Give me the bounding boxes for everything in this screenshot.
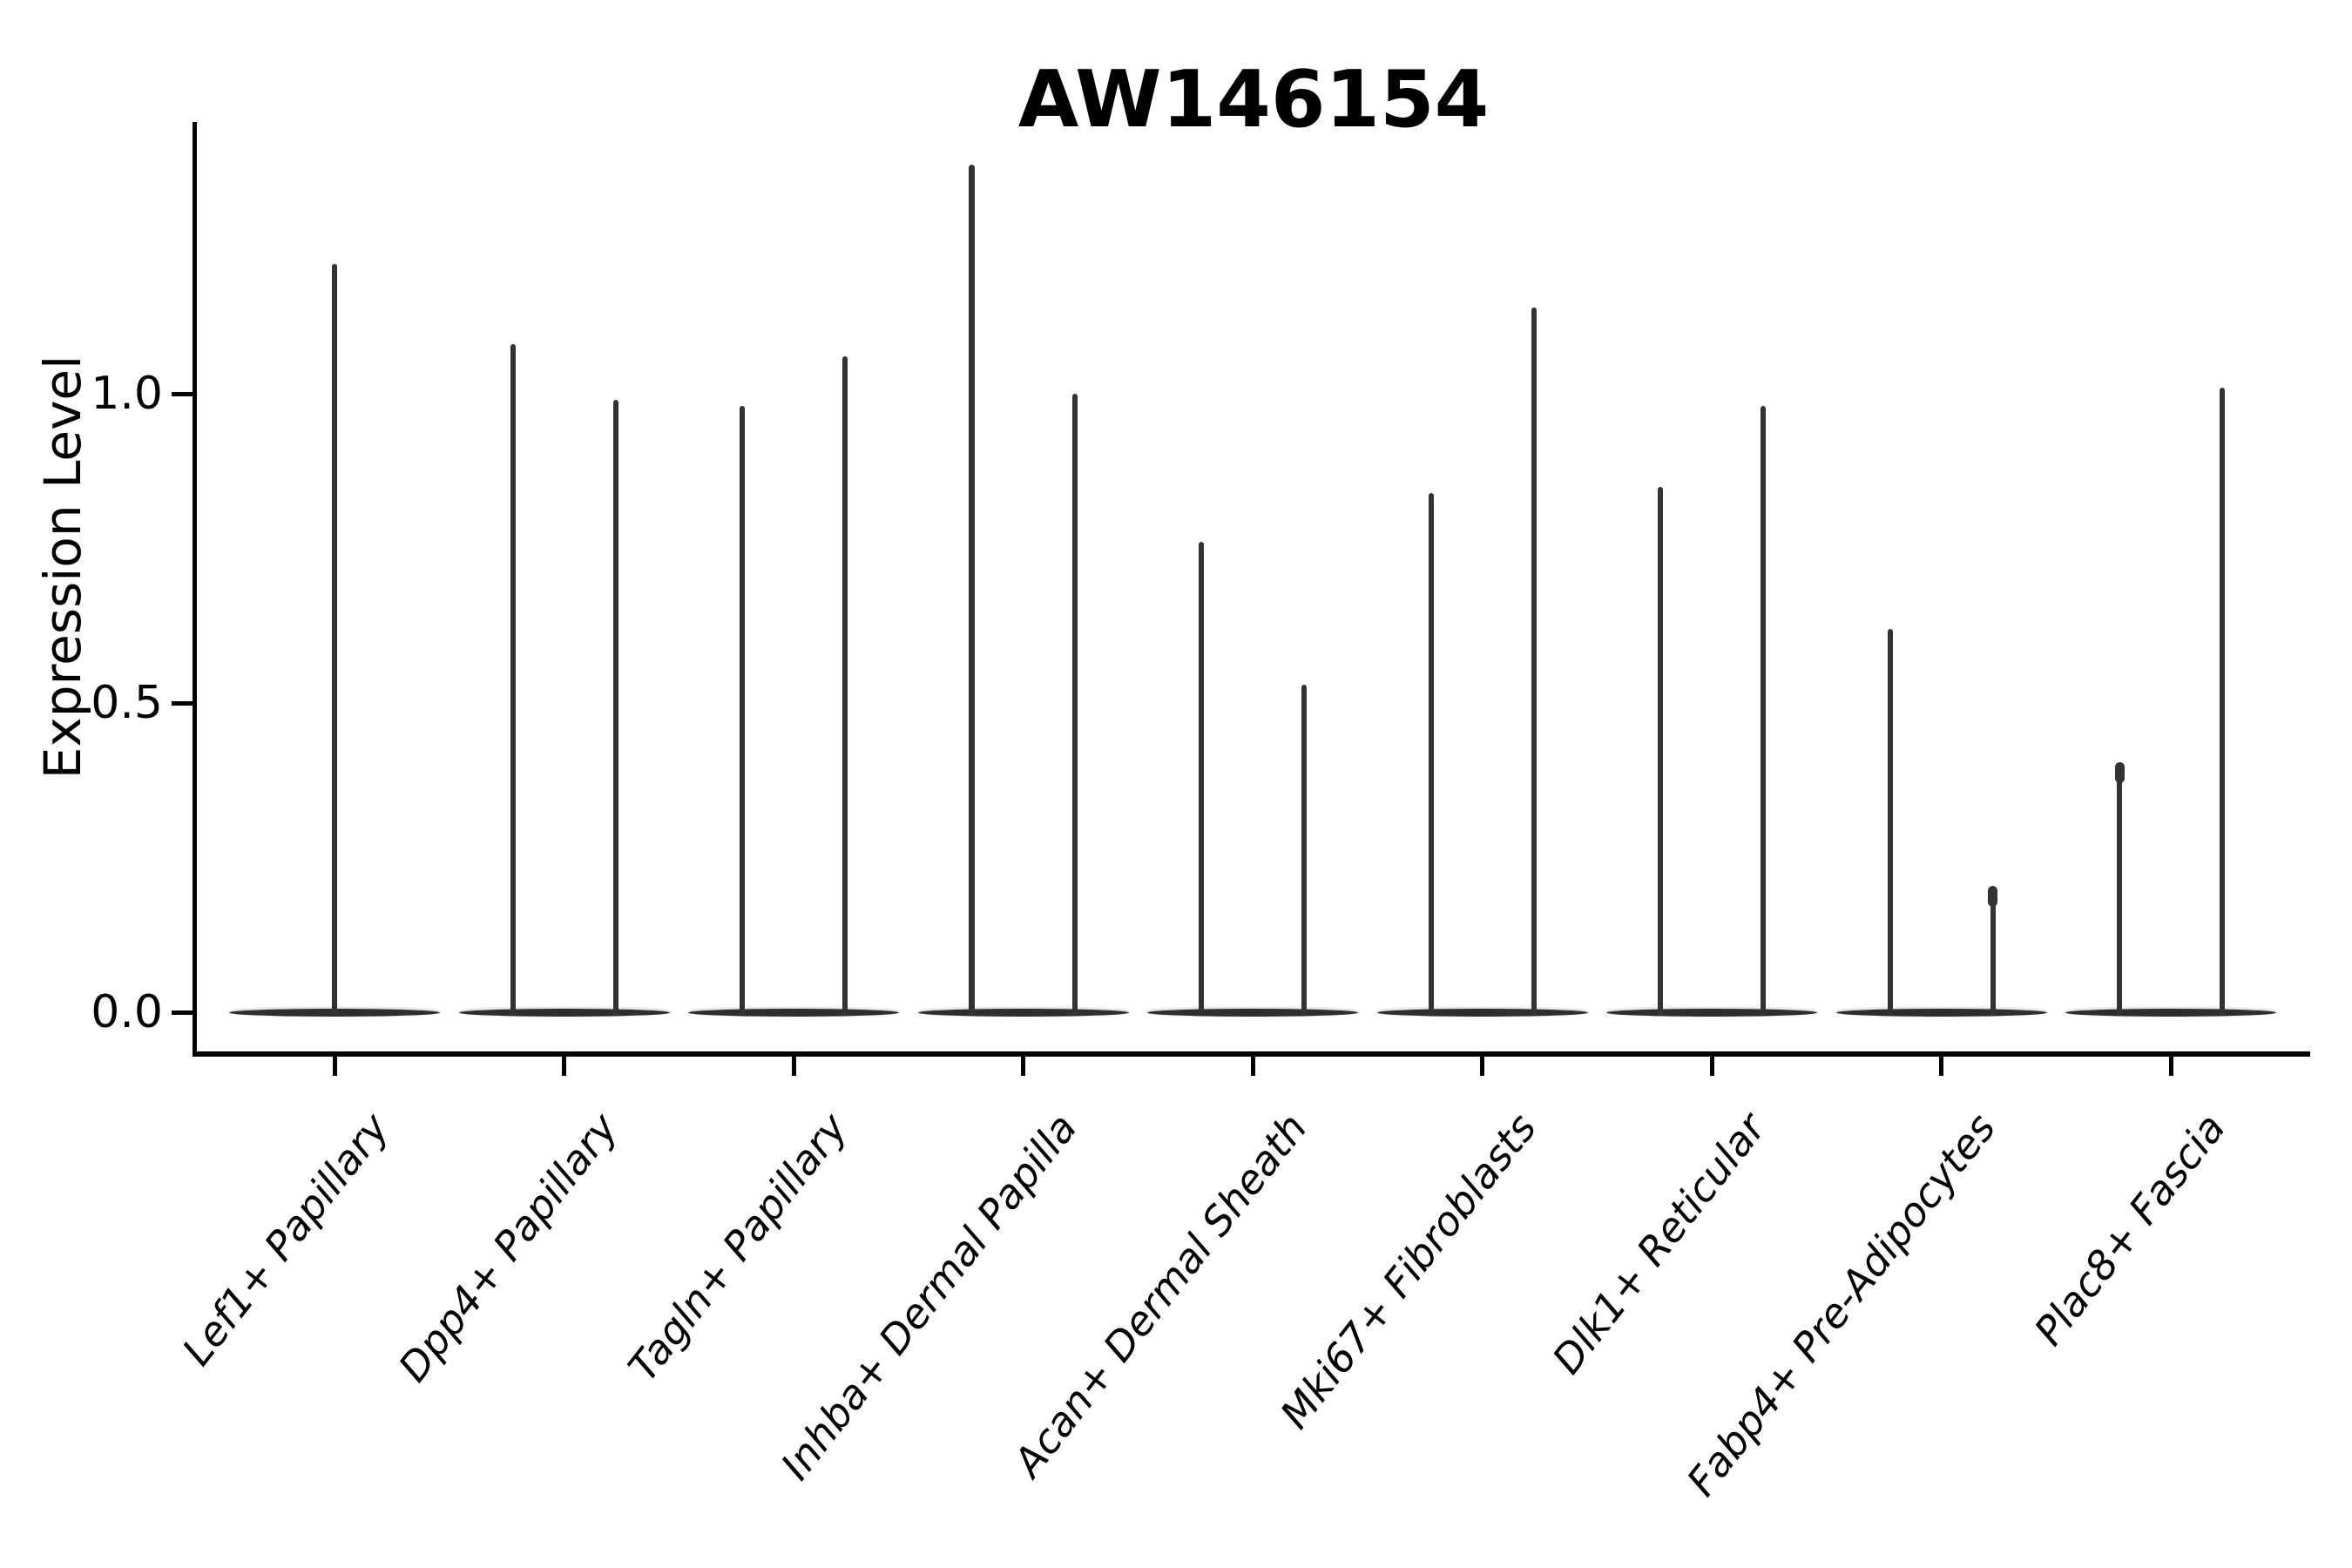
violin-spike [1887, 628, 1893, 1015]
y-tick [172, 391, 193, 396]
y-tick [172, 700, 193, 706]
x-tick [791, 1057, 796, 1076]
x-tick-label: Mki67+ Fibroblasts [1271, 1105, 1546, 1437]
violin-base [1376, 1009, 1588, 1017]
violin-spike [510, 344, 516, 1015]
violin-base [688, 1009, 899, 1017]
violin-spike [1428, 492, 1434, 1015]
x-tick-label: Plac8+ Fascia [2024, 1105, 2234, 1355]
x-tick-label: Dlk1+ Reticular [1543, 1105, 1775, 1383]
x-tick [562, 1057, 566, 1076]
violin-spike [2117, 765, 2122, 1015]
violin-spike-knob [1988, 886, 1997, 907]
x-tick-label: Lef1+ Papillary [172, 1105, 398, 1375]
chart-title: AW146154 [1017, 54, 1490, 145]
violin-spike [612, 400, 618, 1015]
y-tick [172, 1010, 193, 1015]
violin-base [1147, 1009, 1358, 1017]
x-tick [1021, 1057, 1025, 1076]
violin-spike [1658, 486, 1663, 1015]
violin-base [917, 1009, 1129, 1017]
x-tick-label: Dpp4+ Papillary [389, 1105, 628, 1390]
violin-spike [842, 356, 848, 1015]
x-tick [1939, 1057, 1943, 1076]
violin-spike [1199, 542, 1204, 1015]
violin-spike [1071, 394, 1078, 1015]
violin-base [2065, 1009, 2276, 1017]
x-tick [332, 1057, 337, 1076]
violin-base [458, 1009, 670, 1017]
y-tick-label: 1.0 [91, 368, 163, 420]
y-axis-spine [193, 122, 197, 1057]
x-tick [1250, 1057, 1255, 1076]
x-tick [1480, 1057, 1484, 1076]
y-tick-label: 0.0 [91, 986, 163, 1038]
violin-spike [332, 263, 337, 1015]
violin-spike-knob [2114, 762, 2125, 783]
violin-spike [2220, 387, 2225, 1015]
violin-spike [1990, 889, 1996, 1015]
x-tick [2168, 1057, 2173, 1076]
violin-spike [1531, 307, 1537, 1015]
y-tick-label: 0.5 [91, 677, 163, 729]
x-axis-spine [193, 1051, 2310, 1057]
violin-spike [1301, 684, 1307, 1015]
violin-spike [969, 165, 975, 1015]
violin-spike [740, 406, 745, 1015]
violin-spike [1761, 406, 1766, 1015]
violin-base [1835, 1009, 2047, 1017]
x-tick-label: Tagln+ Papillary [619, 1105, 857, 1390]
violin-base [1606, 1009, 1817, 1017]
x-tick [1709, 1057, 1714, 1076]
